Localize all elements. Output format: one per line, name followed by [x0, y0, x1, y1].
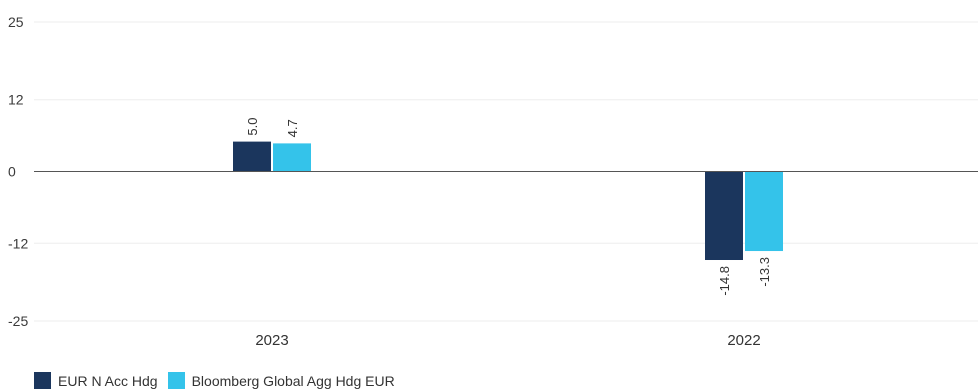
data-label: 5.0: [245, 118, 260, 136]
y-tick-label: 25: [8, 14, 24, 30]
bar-2023-series-1: [233, 141, 271, 172]
data-label: -14.8: [717, 266, 732, 296]
y-tick-label: 12: [8, 92, 24, 108]
legend-swatch-series-2: [167, 372, 185, 389]
data-label: -13.3: [757, 257, 772, 287]
x-category-label: 2023: [255, 332, 288, 349]
bar-2022-series-1: [705, 171, 743, 261]
legend-item-series-1: EUR N Acc Hdg: [34, 372, 158, 389]
legend-item-series-2: Bloomberg Global Agg Hdg EUR: [167, 372, 395, 389]
bar-2022-series-2: [745, 171, 783, 252]
bar-2023-series-2: [273, 143, 311, 172]
legend-swatch-series-1: [34, 372, 51, 389]
bar-chart: 25 12 0 -12 -25 5.0 4.7 -14.8 -13.3 2023 2022: [8, 14, 978, 349]
gridlines: [34, 21, 978, 322]
y-tick-label: 0: [8, 164, 16, 180]
bars: [233, 141, 783, 261]
y-axis-tick-labels: 25 12 0 -12 -25: [8, 14, 28, 329]
data-labels: 5.0 4.7 -14.8 -13.3: [245, 118, 772, 296]
legend: EUR N Acc Hdg Bloomberg Global Agg Hdg E…: [34, 372, 405, 389]
y-tick-label: -25: [8, 313, 28, 329]
x-category-label: 2022: [727, 332, 760, 349]
y-tick-label: -12: [8, 235, 28, 251]
legend-label-series-1: EUR N Acc Hdg: [58, 372, 158, 389]
legend-label-series-2: Bloomberg Global Agg Hdg EUR: [191, 372, 395, 389]
data-label: 4.7: [285, 119, 300, 137]
x-axis-category-labels: 2023 2022: [255, 332, 760, 349]
